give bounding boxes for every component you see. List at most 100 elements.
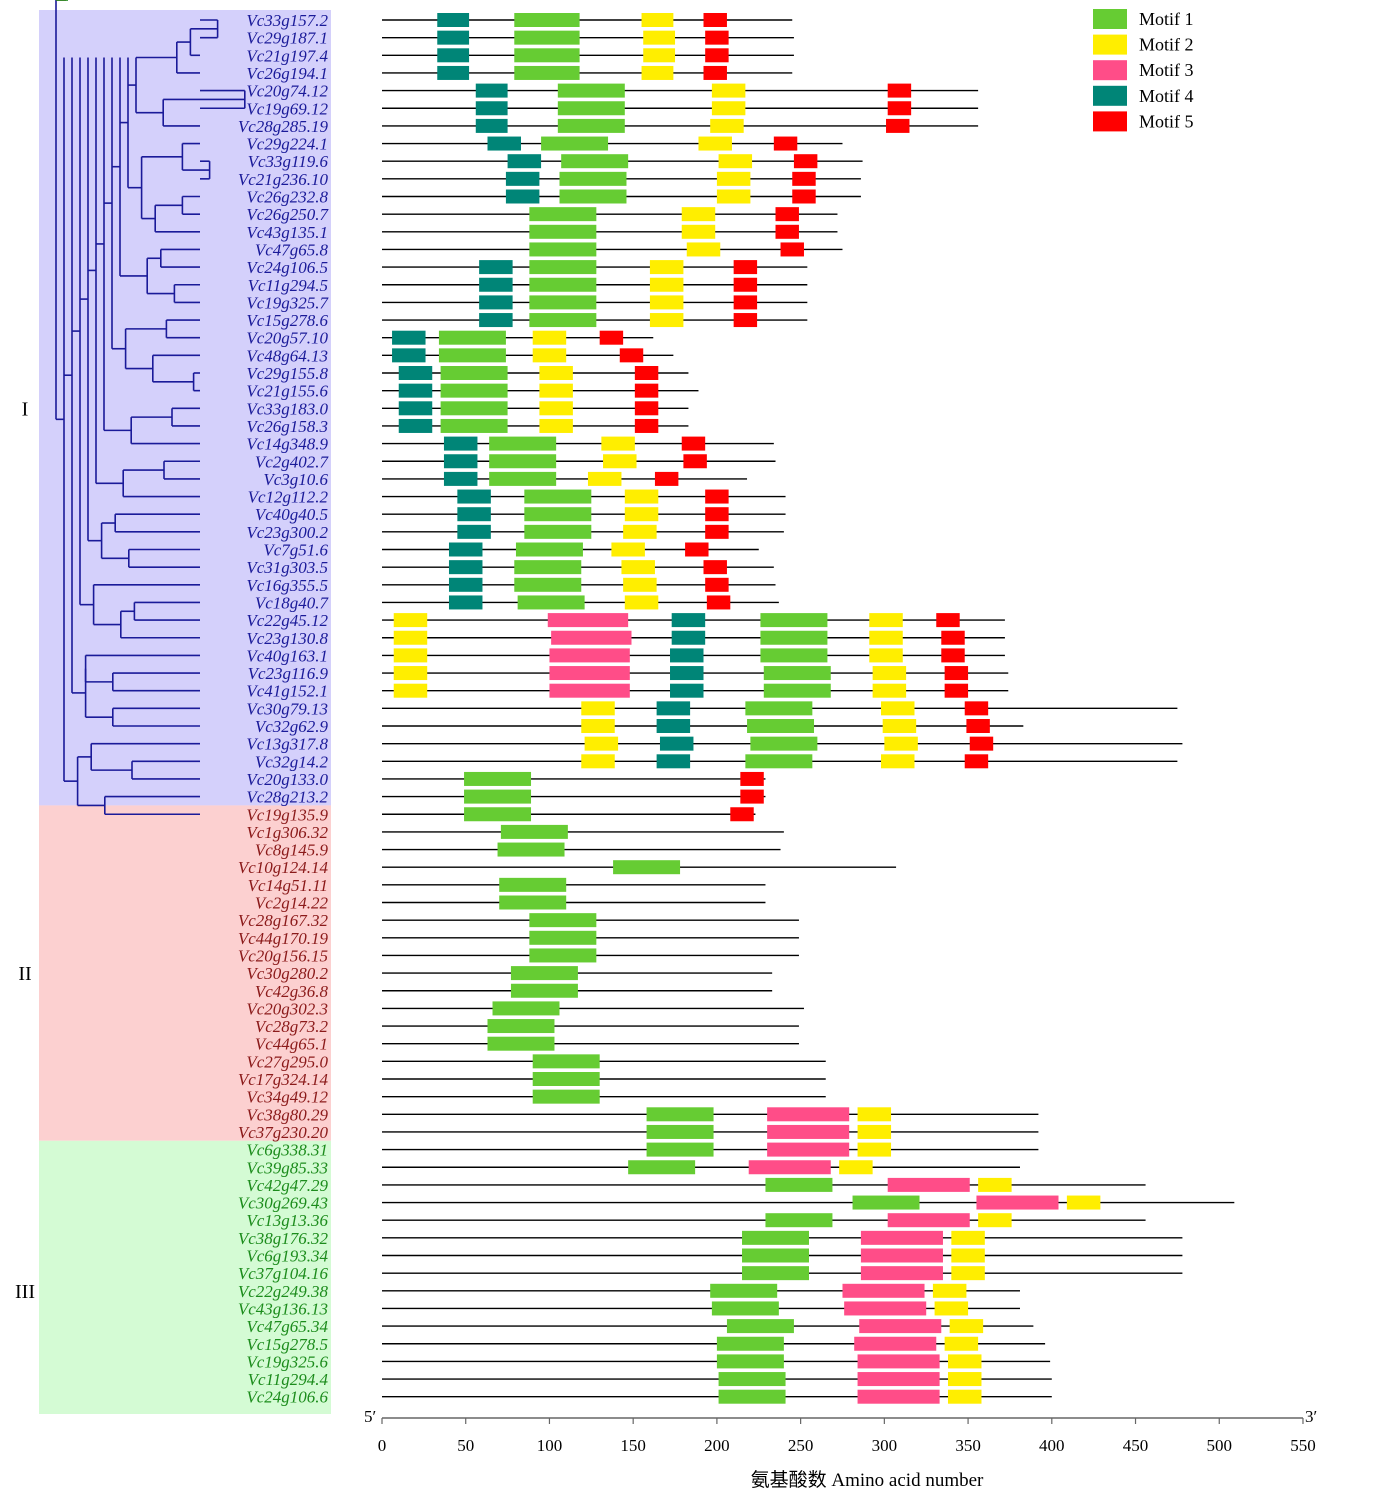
legend-swatch — [1093, 85, 1127, 106]
motif-3-box — [549, 666, 630, 681]
motif-1-box — [711, 1301, 779, 1316]
motif-3-box — [842, 1283, 925, 1298]
motif-5-box — [705, 489, 729, 504]
x-tick-label: 250 — [788, 1436, 814, 1455]
motif-4-box — [392, 348, 426, 363]
motif-1-box — [532, 1089, 600, 1104]
motif-2-box — [1066, 1195, 1101, 1210]
motif-3-box — [860, 1230, 943, 1245]
gene-label: Vc33g183.0 — [246, 399, 328, 418]
gene-label: Vc33g119.6 — [248, 152, 329, 171]
motif-1-box — [557, 83, 625, 98]
gene-label: Vc12g112.2 — [248, 488, 329, 507]
legend-label: Motif 2 — [1139, 35, 1194, 55]
x-tick-label: 200 — [704, 1436, 730, 1455]
motif-2-box — [710, 118, 744, 133]
phylogenetic-tree — [55, 0, 246, 816]
motif-2-box — [539, 383, 573, 398]
group-label: III — [15, 1281, 35, 1303]
motif-2-box — [624, 489, 659, 504]
gene-label: Vc3g10.6 — [263, 470, 328, 489]
motif-2-box — [649, 295, 684, 310]
x-tick-label: 400 — [1039, 1436, 1065, 1455]
gene-label: Vc29g224.1 — [246, 135, 328, 154]
motif-1-box — [492, 1001, 560, 1016]
motif-5-box — [773, 136, 798, 151]
motif-1-box — [760, 630, 828, 645]
gene-label: Vc2g14.22 — [255, 894, 329, 913]
motif-5-box — [887, 83, 912, 98]
motif-2-box — [978, 1177, 1012, 1192]
motif-1-box — [716, 1336, 784, 1351]
motif-3-box — [844, 1301, 927, 1316]
motif-2-box — [884, 736, 918, 751]
gene-label: Vc26g194.1 — [246, 64, 328, 83]
motif-4-box — [448, 595, 483, 610]
legend-swatch — [1093, 34, 1127, 55]
motif-4-box — [448, 577, 483, 592]
gene-label: Vc8g145.9 — [255, 841, 329, 860]
motif-1-box — [559, 171, 627, 186]
motif-1-box — [524, 507, 592, 522]
gene-label: Vc24g106.6 — [246, 1388, 328, 1407]
motif-2-box — [641, 13, 674, 27]
motif-1-box — [510, 983, 578, 998]
gene-label: Vc30g280.2 — [246, 964, 328, 983]
motif-1-box — [750, 736, 818, 751]
motif-1-box — [438, 330, 506, 345]
legend-label: Motif 1 — [1139, 9, 1194, 29]
x-tick-label: 100 — [537, 1436, 563, 1455]
gene-label: Vc44g170.19 — [238, 929, 329, 948]
motif-1-box — [541, 136, 609, 151]
motif-5-box — [705, 524, 729, 539]
motif-2-box — [869, 648, 903, 663]
motif-2-box — [649, 313, 684, 328]
motif-1-box — [497, 842, 565, 857]
motif-1-box — [561, 154, 629, 169]
gene-label: Vc1g306.32 — [246, 823, 328, 842]
motif-3-box — [549, 683, 630, 698]
motif-1-box — [529, 313, 597, 328]
gene-label: Vc39g85.33 — [246, 1158, 328, 1177]
motif-2-box — [716, 189, 751, 204]
motif-1-box — [529, 224, 597, 239]
gene-labels: Vc33g157.2Vc29g187.1Vc21g197.4Vc26g194.1… — [238, 11, 330, 1407]
motif-5-box — [886, 118, 910, 133]
motif-4-box — [670, 666, 704, 681]
gene-label: Vc43g135.1 — [246, 223, 328, 242]
motif-2-box — [624, 595, 659, 610]
motif-1-box — [510, 966, 578, 981]
motif-1-box — [745, 754, 813, 769]
motif-1-box — [529, 295, 597, 310]
motif-2-box — [951, 1248, 985, 1263]
gene-label: Vc47g65.34 — [246, 1317, 328, 1336]
gene-label: Vc24g106.5 — [246, 258, 328, 277]
motif-2-box — [944, 1336, 979, 1351]
motif-1-box — [765, 1177, 833, 1192]
motif-5-box — [703, 13, 727, 27]
motif-4-box — [437, 13, 470, 27]
gene-label: Vc33g157.2 — [246, 11, 328, 30]
motif-5-box — [966, 719, 990, 733]
motif-1-box — [852, 1195, 920, 1210]
motif-4-box — [457, 507, 491, 522]
motif-2-box — [393, 683, 428, 698]
gene-label: Vc6g338.31 — [246, 1141, 328, 1160]
motif-4-box — [398, 383, 433, 398]
motif-5-box — [793, 154, 818, 169]
motif-4-box — [475, 101, 508, 116]
motif-2-box — [587, 471, 622, 486]
motif-2-box — [711, 101, 746, 116]
motif-1-box — [464, 807, 532, 822]
motif-5-box — [619, 348, 644, 363]
motif-4-box — [398, 401, 433, 416]
gene-label: Vc27g295.0 — [246, 1052, 328, 1071]
motif-1-box — [514, 65, 580, 80]
motif-5-box — [681, 436, 706, 451]
motif-4-box — [398, 366, 433, 380]
motif-2-box — [581, 719, 615, 733]
motif-4-box — [479, 260, 513, 275]
motif-5-box — [775, 224, 799, 239]
gene-label: Vc30g79.13 — [246, 699, 328, 718]
motif-2-box — [951, 1230, 985, 1245]
